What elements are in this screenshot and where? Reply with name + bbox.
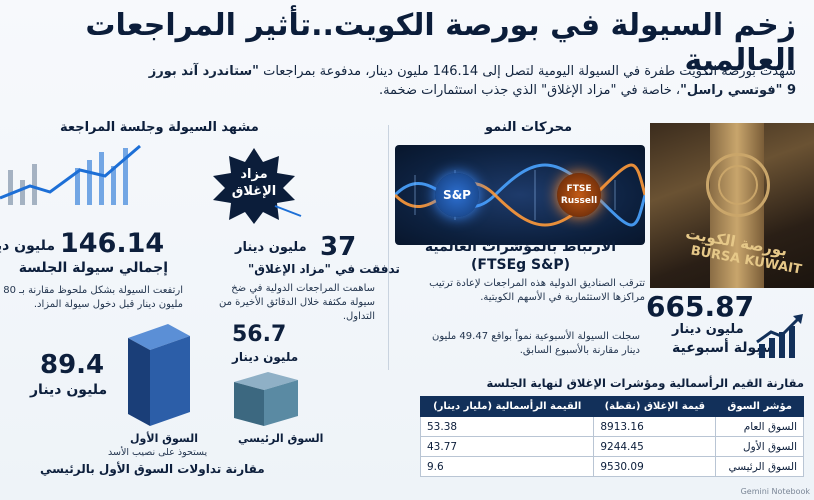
ftse-russell-orb: FTSE Russell [557, 173, 601, 217]
main-market-label: السوق الرئيسي [238, 432, 324, 445]
closing-auction-unit: مليون دينار [235, 240, 307, 255]
weekly-liquidity-description: سجلت السيولة الأسبوعية نمواً بواقع 49.47… [432, 331, 640, 356]
first-market-unit: مليون دينار [30, 382, 108, 398]
first-market-cube-icon [128, 324, 190, 426]
closing-auction-badge-text: مزاد الإغلاق [214, 166, 294, 200]
table-cell: 53.38 [419, 416, 595, 437]
page-title: زخم السيولة في بورصة الكويت..تأثير المرا… [85, 8, 796, 78]
main-market-cube-icon [234, 372, 298, 426]
table-cell: 9530.09 [593, 456, 717, 477]
table-cell: 9.6 [419, 456, 595, 477]
first-market-value: 89.4 [40, 350, 105, 380]
bursa-kuwait-building-photo: بورصة الكويت BURSA KUWAIT [650, 123, 814, 288]
table-row: السوق العام 8913.16 53.38 [419, 416, 804, 437]
main-market-unit: مليون دينار [232, 350, 299, 364]
table-cell: 9244.45 [593, 436, 717, 457]
dna-helix-icon [395, 163, 645, 227]
market-comparison-caption: مقارنة تداولات السوق الأول بالرئيسي [40, 462, 265, 476]
intro-line2-bold: 9 "فوتسي راسل" [680, 83, 796, 98]
table-cell: السوق العام [715, 416, 804, 437]
table-cell: السوق الأول [715, 436, 804, 457]
indices-link-title: الارتباط بالمؤشرات العالمية (FTSEg S&P) [398, 238, 643, 274]
closing-auction-value: 37 [320, 232, 357, 262]
indices-link-graphic: S&P FTSE Russell [395, 145, 645, 245]
table-header-cap: القيمة الرأسمالية (مليار دينار) [419, 396, 595, 417]
growth-bars-icon [756, 314, 803, 358]
closing-auction-badge-icon [213, 148, 302, 224]
table-header-market: مؤشر السوق [715, 396, 804, 417]
section-divider [388, 125, 389, 370]
comparison-table-title: مقارنة القيم الرأسمالية ومؤشرات الإغلاق … [486, 376, 804, 390]
drivers-section-title: محركات النمو [485, 120, 573, 135]
badge-line2: الإغلاق [231, 184, 277, 199]
table-row: السوق الرئيسي 9530.09 9.6 [419, 456, 804, 477]
table-cell: السوق الرئيسي [715, 456, 804, 477]
russell-label: Russell [560, 196, 598, 206]
weekly-liquidity-value: 665.87 [646, 290, 755, 323]
table-header-row: مؤشر السوق قيمة الإغلاق (نقطة) القيمة ال… [419, 396, 804, 417]
session-liquidity-label: إجمالي سيولة الجلسة [18, 260, 168, 276]
weekly-liquidity-label: سيولة أسبوعية [672, 340, 776, 356]
liquidity-section-title: مشهد السيولة وجلسة المراجعة [60, 120, 259, 135]
table-cell: 8913.16 [593, 416, 717, 437]
session-liquidity-description: ارتفعت السيولة بشكل ملحوظ مقارنة بـ 80 م… [3, 285, 183, 310]
badge-line1: مزاد [240, 167, 268, 182]
weekly-liquidity-unit: مليون دينار [672, 322, 744, 337]
first-market-label: السوق الأول [130, 432, 198, 445]
intro-paragraph: شهدت بورصة الكويت طفرة في السيولة اليومي… [26, 62, 796, 100]
closing-auction-label: تدفقت في "مزاد الإغلاق" [248, 262, 400, 276]
indices-link-title-line1: الارتباط بالمؤشرات العالمية [424, 239, 617, 255]
main-market-value: 56.7 [232, 322, 287, 347]
table-header-closing: قيمة الإغلاق (نقطة) [593, 396, 717, 417]
ftse-label: FTSE [566, 184, 592, 194]
intro-line1-bold: "ستاندرد آند بورز [148, 64, 259, 79]
watermark: Gemini Notebook [740, 487, 810, 496]
session-liquidity-value: 146.14 [60, 228, 165, 259]
intro-line1-prefix: شهدت بورصة الكويت طفرة في السيولة اليومي… [258, 64, 796, 79]
first-market-sublabel: يستحوذ على نصيب الأسد [108, 447, 208, 458]
indices-link-description: تترقب الصناديق الدولية هذه المراجعات لإع… [429, 278, 645, 303]
intro-line2-suffix: ، خاصة في "مزاد الإغلاق" الذي جذب استثما… [378, 83, 681, 98]
table-row: السوق الأول 9244.45 43.77 [419, 436, 804, 457]
market-comparison-table: مؤشر السوق قيمة الإغلاق (نقطة) القيمة ال… [419, 396, 804, 477]
sp-orb: S&P [435, 173, 479, 217]
session-liquidity-unit: مليون دينار [0, 238, 55, 254]
table-cell: 43.77 [419, 436, 595, 457]
closing-auction-description: ساهمت المراجعات الدولية في ضخ سيولة مكثف… [218, 283, 375, 322]
rising-chart-icon [0, 144, 141, 205]
indices-link-title-line2: (FTSEg S&P) [470, 257, 571, 273]
